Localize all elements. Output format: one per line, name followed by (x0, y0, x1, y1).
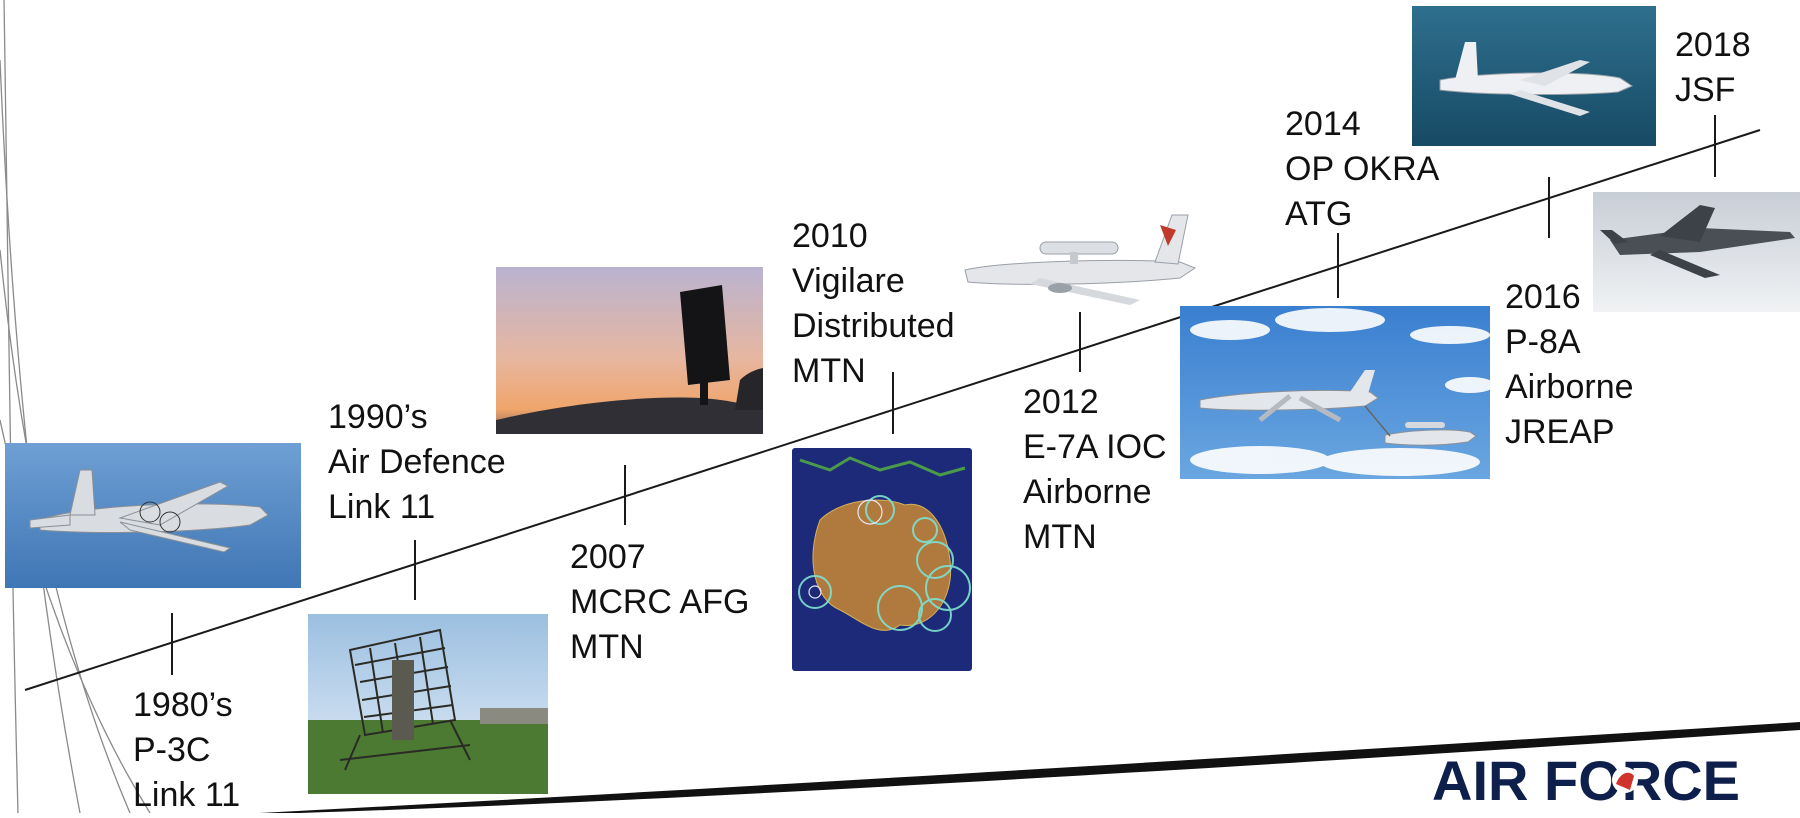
milestone-line: P-8A (1505, 323, 1581, 361)
decorative-swoosh (0, 0, 151, 813)
milestone-line: Link 11 (133, 776, 241, 814)
milestone-line: Link 11 (328, 488, 436, 526)
milestone-line: MTN (792, 352, 866, 390)
milestone-line: MTN (1023, 518, 1097, 556)
milestone-line: Airborne (1505, 368, 1634, 406)
milestone-2010: 2010 Vigilare Distributed MTN (792, 214, 955, 394)
photo-p8a (1412, 6, 1656, 146)
milestone-line: E-7A IOC (1023, 428, 1167, 466)
milestone-line: MTN (570, 628, 644, 666)
milestone-line: ATG (1285, 195, 1353, 233)
milestone-line: JREAP (1505, 413, 1615, 451)
milestone-line: OP OKRA (1285, 150, 1440, 188)
milestone-2007: 2007 MCRC AFG MTN (570, 535, 749, 670)
photo-f35 (1593, 192, 1800, 312)
milestone-line: JSF (1675, 71, 1736, 109)
milestone-line: Air Defence (328, 443, 506, 481)
photo-e7a (964, 214, 1197, 305)
photo-p3c (5, 443, 301, 588)
milestone-2018: 2018 JSF (1675, 23, 1751, 113)
milestone-year: 1980’s (133, 686, 233, 724)
milestone-year: 2018 (1675, 26, 1751, 64)
air-force-logo-text: AIR FORCE (1432, 749, 1740, 812)
timeline-ticks (171, 115, 1716, 675)
milestone-1990s: 1990’s Air Defence Link 11 (328, 395, 506, 530)
photo-coverage-map (792, 448, 972, 671)
milestone-2016: 2016 P-8A Airborne JREAP (1505, 275, 1634, 455)
milestone-line: MCRC AFG (570, 583, 750, 621)
milestone-1980s: 1980’s P-3C Link 11 (133, 683, 240, 818)
photo-radar-sunset (496, 267, 763, 434)
milestone-line: Airborne (1023, 473, 1152, 511)
milestone-year: 1990’s (328, 398, 428, 436)
milestone-year: 2007 (570, 538, 646, 576)
milestone-2012: 2012 E-7A IOC Airborne MTN (1023, 380, 1167, 560)
photo-ground-radar (308, 614, 548, 794)
air-force-logo: AIR FORCE (1432, 749, 1740, 812)
milestone-line: Distributed (792, 307, 955, 345)
milestone-year: 2016 (1505, 278, 1581, 316)
milestone-year: 2010 (792, 217, 868, 255)
milestone-2014: 2014 OP OKRA ATG (1285, 102, 1439, 237)
milestone-year: 2014 (1285, 105, 1361, 143)
milestone-year: 2012 (1023, 383, 1099, 421)
milestone-line: P-3C (133, 731, 211, 769)
photo-refuelling (1180, 306, 1495, 479)
milestone-line: Vigilare (792, 262, 905, 300)
